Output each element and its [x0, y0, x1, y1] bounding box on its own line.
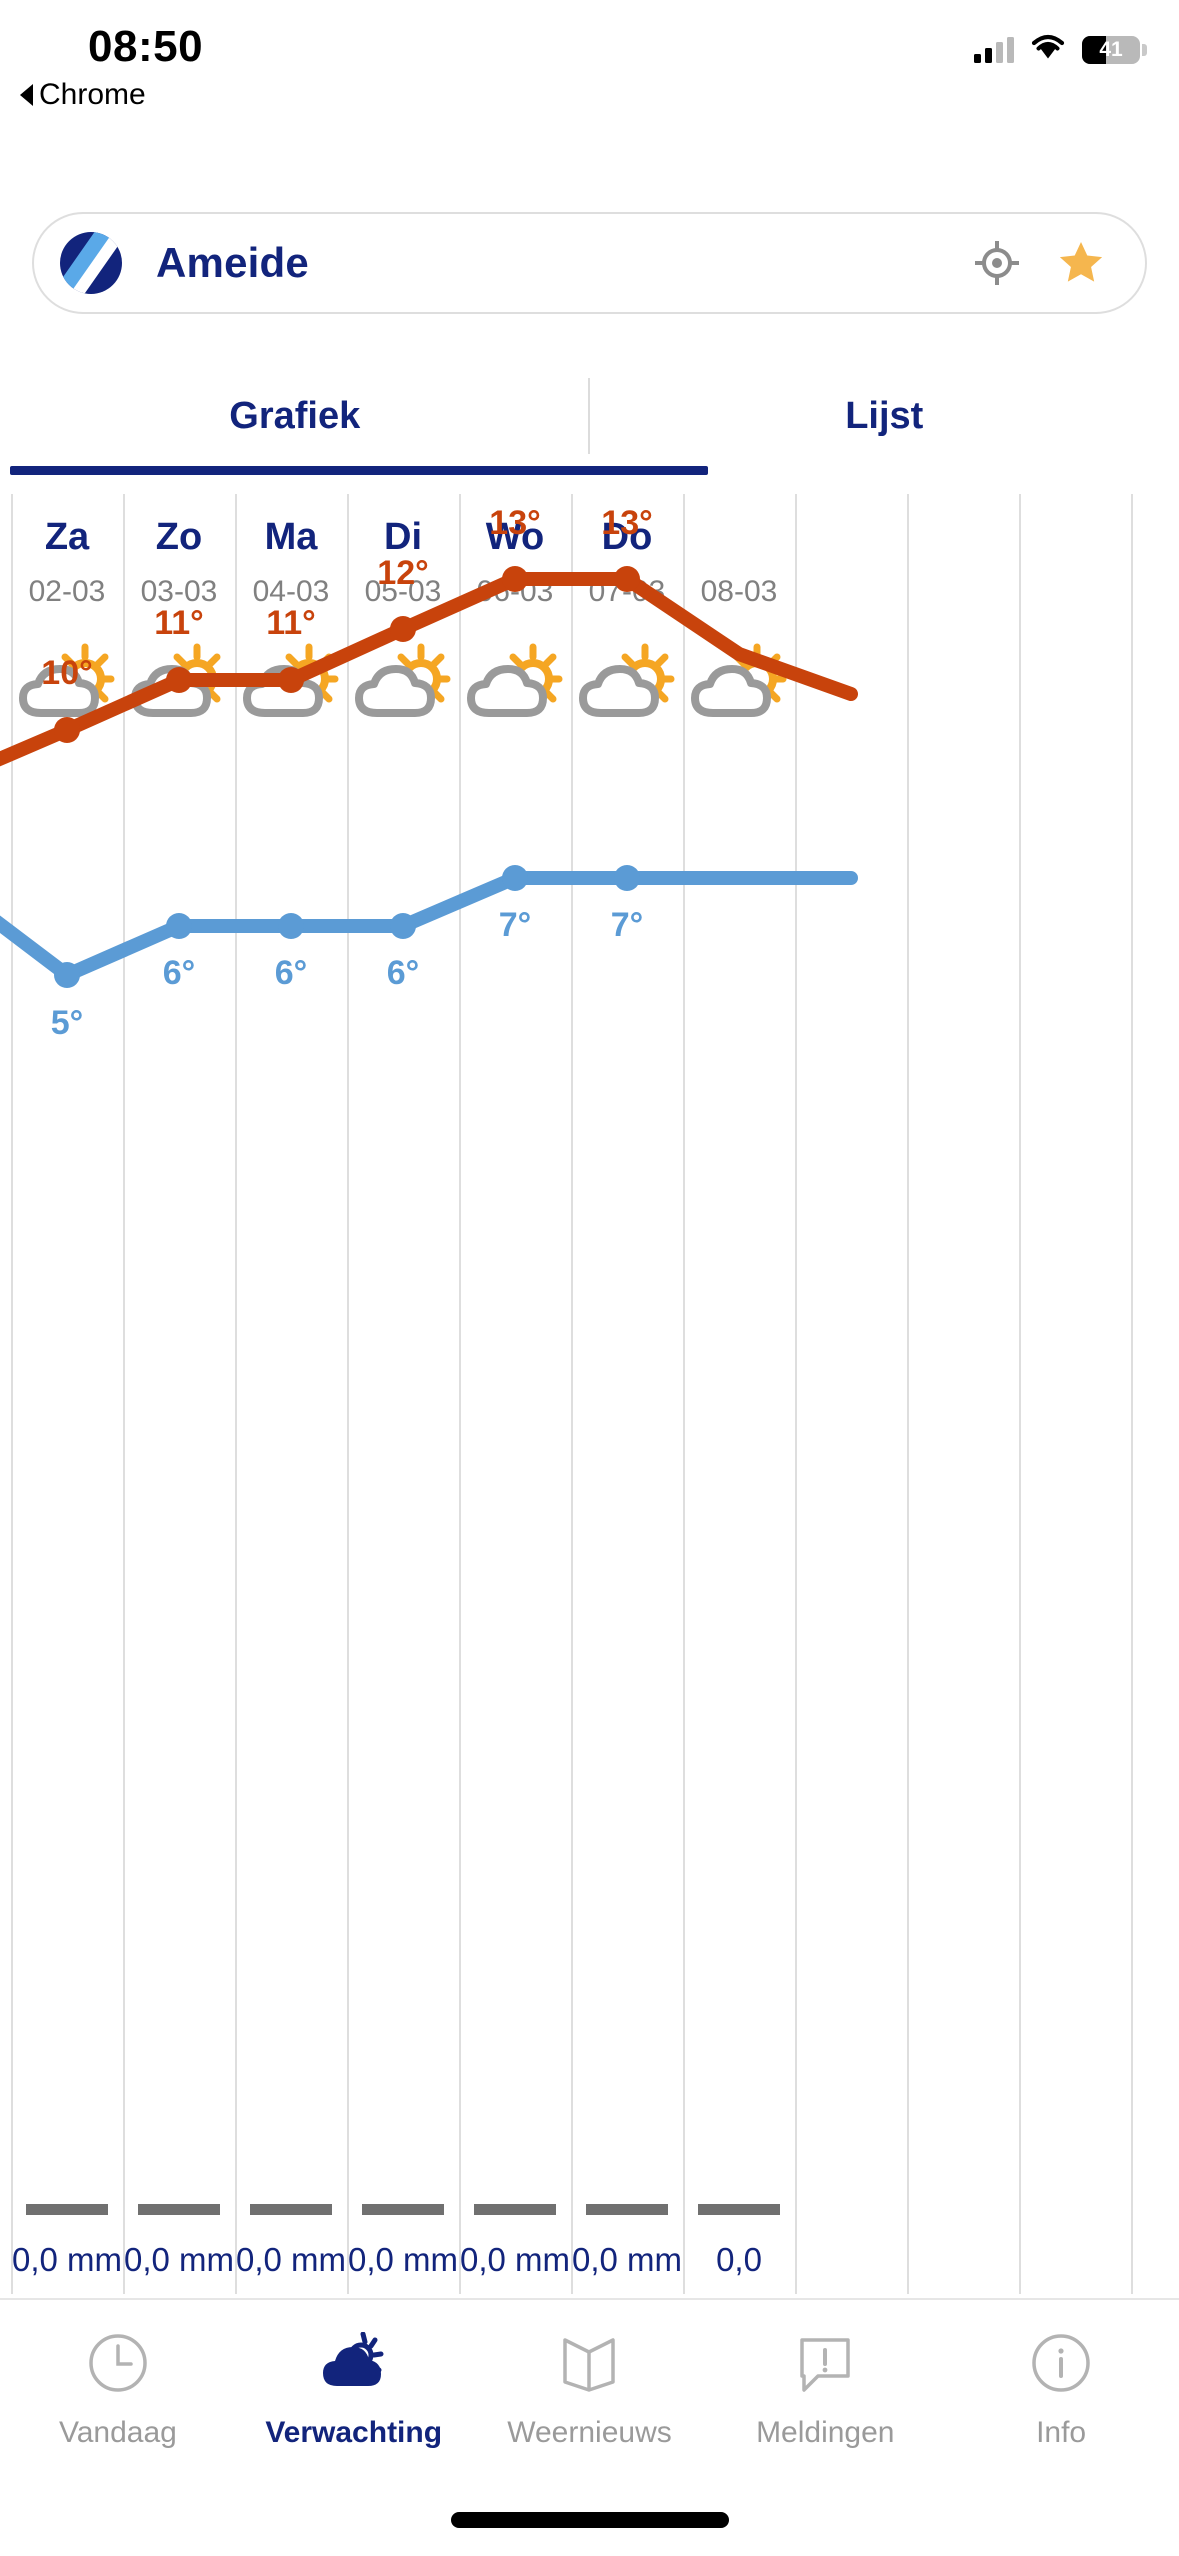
precipitation-label: 0,0 [716, 2241, 762, 2278]
nav-item-vandaag[interactable]: Vandaag [0, 2326, 236, 2450]
nav-item-meldingen[interactable]: Meldingen [707, 2326, 943, 2450]
max-temp-label: 11° [154, 604, 204, 642]
tab-lijst-label: Lijst [845, 394, 924, 437]
view-tabs: Grafiek Lijst [0, 360, 1179, 472]
status-bar-time: 08:50 [88, 22, 204, 71]
precipitation-cell: 0,0 mm [571, 2204, 683, 2279]
min-temp-label: 6° [386, 954, 420, 992]
status-bar-indicators: 41 [974, 34, 1147, 65]
date-label: 05-03 [364, 575, 442, 608]
precipitation-bar [586, 2204, 668, 2215]
nav-label-info: Info [1036, 2416, 1087, 2449]
nav-item-verwachting[interactable]: Verwachting [236, 2326, 472, 2450]
precipitation-label: 0,0 mm [123, 2241, 235, 2278]
map-book-icon [560, 2326, 618, 2400]
partly-cloudy-icon [11, 635, 123, 731]
back-to-app-button[interactable]: Chrome [20, 78, 146, 112]
status-bar: 08:50 Chrome 41 [0, 0, 1179, 112]
cellular-signal-icon [974, 36, 1014, 63]
temperature-lines [0, 566, 858, 988]
clock-icon [87, 2326, 149, 2400]
battery-icon: 41 [1082, 35, 1147, 64]
back-app-label: Chrome [39, 78, 146, 111]
day-label: Ma [264, 516, 318, 558]
min-temp-label: 6° [274, 954, 308, 992]
max-temp-label: 12° [377, 554, 429, 592]
tab-grafiek-label: Grafiek [229, 394, 361, 437]
precipitation-bar [138, 2204, 220, 2215]
date-label: 04-03 [252, 575, 330, 608]
min-temp-label: 6° [162, 954, 196, 992]
precipitation-cell: 0,0 mm [11, 2204, 123, 2279]
precipitation-bar [26, 2204, 108, 2215]
cloud-sun-icon [319, 2326, 389, 2400]
date-label: 03-03 [140, 575, 218, 608]
max-temp-label: 10° [41, 654, 93, 692]
nav-label-meldingen: Meldingen [756, 2416, 895, 2449]
active-tab-indicator [10, 466, 708, 475]
star-filled-icon[interactable] [1055, 237, 1107, 289]
info-circle-icon [1030, 2326, 1092, 2400]
partly-cloudy-icon [459, 635, 571, 731]
gps-crosshair-icon[interactable] [975, 241, 1019, 285]
partly-cloudy-icon [347, 635, 459, 731]
nav-label-weernieuws: Weernieuws [507, 2416, 672, 2449]
date-label: 08-03 [700, 575, 778, 608]
precipitation-cell: 0,0 [683, 2204, 795, 2279]
chart-gridlines [0, 494, 1179, 2294]
precipitation-cell: 0,0 mm [347, 2204, 459, 2279]
day-column[interactable]: Di 05-03 [347, 494, 459, 731]
battery-percent-label: 41 [1099, 37, 1123, 61]
triangle-left-icon [20, 84, 33, 106]
alert-bubble-icon [794, 2326, 856, 2400]
min-temp-label: 7° [498, 906, 532, 944]
min-temp-label: 7° [610, 906, 644, 944]
precipitation-label: 0,0 mm [347, 2241, 459, 2278]
precipitation-cell: 0,0 mm [235, 2204, 347, 2279]
nav-label-verwachting: Verwachting [265, 2416, 443, 2449]
precipitation-label: 0,0 mm [571, 2241, 683, 2278]
forecast-chart: Za 02-03 Zo 03-03 [0, 494, 1179, 2433]
max-temp-label: 13° [489, 504, 541, 542]
precipitation-bar [362, 2204, 444, 2215]
wifi-icon [1031, 34, 1065, 65]
max-temp-label: 13° [601, 504, 653, 542]
nav-label-vandaag: Vandaag [58, 2416, 177, 2449]
nav-item-weernieuws[interactable]: Weernieuws [472, 2326, 708, 2450]
precipitation-bar [698, 2204, 780, 2215]
precipitation-label: 0,0 mm [235, 2241, 347, 2278]
tab-lijst[interactable]: Lijst [590, 360, 1179, 472]
day-column[interactable]: Za 02-03 [11, 494, 123, 731]
day-label: Do [601, 516, 653, 558]
min-temp-label: 5° [50, 1004, 84, 1042]
buienradar-logo-icon [60, 232, 122, 294]
nav-item-info[interactable]: Info [943, 2326, 1179, 2450]
partly-cloudy-icon [571, 635, 683, 731]
date-label: 02-03 [28, 575, 106, 608]
day-label: Za [44, 516, 90, 558]
max-temp-label: 11° [266, 604, 316, 642]
home-indicator[interactable] [450, 2512, 729, 2528]
precipitation-label: 0,0 mm [459, 2241, 571, 2278]
day-column[interactable]: Vr 08-03 [683, 494, 795, 731]
precipitation-bar [250, 2204, 332, 2215]
precipitation-bar [474, 2204, 556, 2215]
tab-grafiek[interactable]: Grafiek [0, 360, 590, 472]
location-search-bar[interactable]: Ameide [32, 212, 1147, 314]
precipitation-cell: 0,0 mm [123, 2204, 235, 2279]
day-label: Zo [155, 516, 203, 558]
location-name: Ameide [156, 239, 309, 286]
day-label: Wo [485, 516, 545, 558]
day-label: Di [384, 516, 422, 558]
precipitation-label: 0,0 mm [11, 2241, 123, 2278]
precipitation-cell: 0,0 mm [459, 2204, 571, 2279]
